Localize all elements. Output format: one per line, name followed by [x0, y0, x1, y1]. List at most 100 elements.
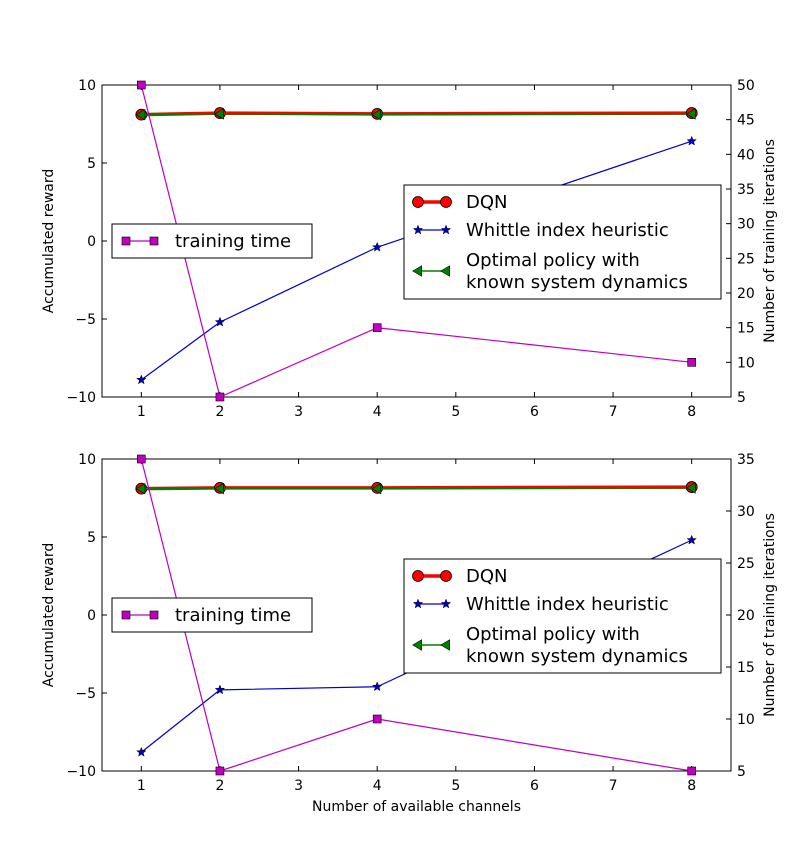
legend-marker-training [121, 610, 131, 620]
legend-label-optimal-line2: known system dynamics [466, 646, 688, 667]
legend-marker-optimal [440, 265, 450, 277]
x-tick-label: 7 [609, 778, 618, 794]
data-point-whittle [371, 241, 383, 252]
data-point-optimal [371, 108, 382, 121]
legend-box [403, 184, 722, 300]
legend-marker-dqn [412, 196, 424, 208]
series-optimal [135, 482, 696, 495]
x-tick-label: 3 [294, 404, 303, 420]
x-tick-label: 3 [294, 778, 303, 794]
legend-marker-training [149, 610, 159, 620]
y2-tick-label: 5 [737, 390, 746, 406]
x-tick-label: 1 [137, 778, 146, 794]
data-point-whittle [136, 374, 147, 385]
legend-marker-dqn [440, 570, 452, 582]
x-tick-label: 6 [530, 778, 539, 794]
data-point-whittle [214, 684, 226, 695]
legend-marker-dqn [412, 570, 424, 582]
y2-tick-label: 35 [737, 182, 755, 198]
y-tick-label: −5 [75, 686, 96, 702]
data-point-optimal [685, 482, 696, 494]
x-tick-label: 8 [687, 404, 696, 420]
legend-label-optimal-line2: known system dynamics [466, 272, 688, 293]
legend-marker-whittle [412, 598, 424, 609]
y2-tick-label: 25 [737, 251, 755, 267]
data-point-training [137, 80, 146, 90]
y2-tick-label: 15 [737, 660, 755, 676]
y-tick-label: 0 [87, 234, 96, 250]
subplot-1: 1 2 3 4 5 6 7 81050−5−105045403530252015105Accu… [41, 78, 778, 420]
legend-marker-optimal [440, 639, 450, 651]
y2-axis-label: Number of training iterations [762, 139, 778, 343]
data-point-optimal [214, 108, 224, 120]
y2-tick-label: 10 [737, 712, 755, 728]
data-point-whittle [214, 316, 226, 327]
y2-tick-label: 25 [737, 556, 755, 572]
y2-tick-label: 30 [737, 504, 755, 520]
y-tick-label: 10 [78, 78, 96, 94]
y-tick-label: 5 [87, 530, 96, 546]
legend-marker-training [121, 236, 131, 246]
legend-label-whittle: Whittle index heuristic [466, 220, 669, 241]
x-tick-label: 1 [137, 404, 146, 420]
x-tick-label: 2 [215, 778, 224, 794]
data-point-training [372, 714, 382, 724]
legend-marker-optimal [412, 265, 422, 277]
y2-tick-label: 15 [737, 321, 755, 337]
x-tick-label: 7 [609, 404, 618, 420]
y2-tick-label: 10 [737, 355, 755, 371]
legend-marker-training [149, 236, 159, 246]
y-axis-label: Accumulated reward [41, 543, 57, 688]
legend-marker-whittle [412, 224, 424, 235]
legend-label-optimal-line1: Optimal policy with [466, 250, 640, 271]
legend-marker-optimal [412, 639, 422, 651]
x-tick-label: 2 [215, 404, 224, 420]
data-point-optimal [135, 108, 146, 121]
data-point-training [137, 454, 146, 464]
y-tick-label: −10 [66, 390, 96, 406]
subplot-2: 1 2 3 4 5 6 7 8 10 5 0 −5 −10 35 30 25 20 15 10 5 Accumulate… [41, 452, 778, 815]
data-point-whittle [371, 681, 383, 692]
y2-tick-label: 35 [737, 452, 755, 468]
data-point-training [687, 766, 696, 776]
legend-box [403, 558, 722, 674]
data-point-optimal [371, 482, 382, 495]
y2-tick-label: 20 [737, 286, 755, 302]
x-axis-label: Number of available channels [312, 799, 521, 815]
legend-marker-dqn [440, 196, 452, 208]
y-tick-label: −10 [66, 764, 96, 780]
y2-tick-label: 30 [737, 217, 755, 233]
data-point-optimal [685, 108, 696, 120]
legend-marker-whittle [440, 598, 452, 609]
x-tick-label: 8 [687, 778, 696, 794]
data-point-optimal [214, 482, 224, 495]
series-line-optimal [141, 113, 692, 116]
data-point-whittle [686, 534, 697, 545]
series-line-optimal [141, 487, 692, 490]
y-tick-label: 5 [87, 156, 96, 172]
legend-left: training time [111, 223, 313, 259]
x-tick-label: 4 [373, 404, 382, 420]
series-optimal [135, 108, 696, 121]
data-point-whittle [136, 746, 147, 757]
y2-tick-label: 45 [737, 113, 755, 129]
y2-tick-label: 50 [737, 78, 755, 94]
y-axis-label: Accumulated reward [41, 169, 57, 314]
legend-right: DQN Whittle index heuristic Optimal policy… [403, 558, 722, 674]
legend-left: training time [111, 597, 313, 633]
y-tick-label: 0 [87, 608, 96, 624]
legend-label-dqn: DQN [466, 192, 508, 213]
x-tick-label: 5 [451, 404, 460, 420]
legend-label-whittle: Whittle index heuristic [466, 594, 669, 615]
y2-tick-label: 40 [737, 147, 755, 163]
y2-tick-label: 5 [737, 764, 746, 780]
y2-tick-label: 20 [737, 608, 755, 624]
legend-label-optimal-line1: Optimal policy with [466, 624, 640, 645]
legend-label-training: training time [175, 605, 291, 626]
x-tick-label: 5 [451, 778, 460, 794]
data-point-optimal [135, 482, 146, 495]
data-point-training [372, 323, 382, 332]
y-tick-label: 10 [78, 452, 96, 468]
